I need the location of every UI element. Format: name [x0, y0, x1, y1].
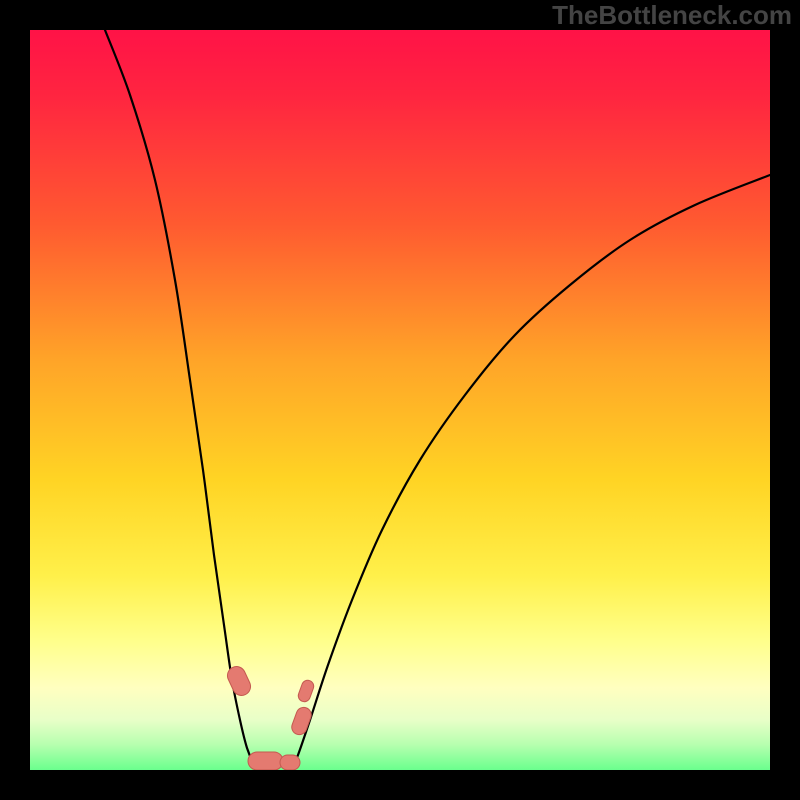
- plot-background: [30, 30, 770, 770]
- marker-1: [248, 752, 283, 770]
- marker-2: [280, 755, 300, 770]
- bottleneck-chart: TheBottleneck.com: [0, 0, 800, 800]
- chart-canvas: [0, 0, 800, 800]
